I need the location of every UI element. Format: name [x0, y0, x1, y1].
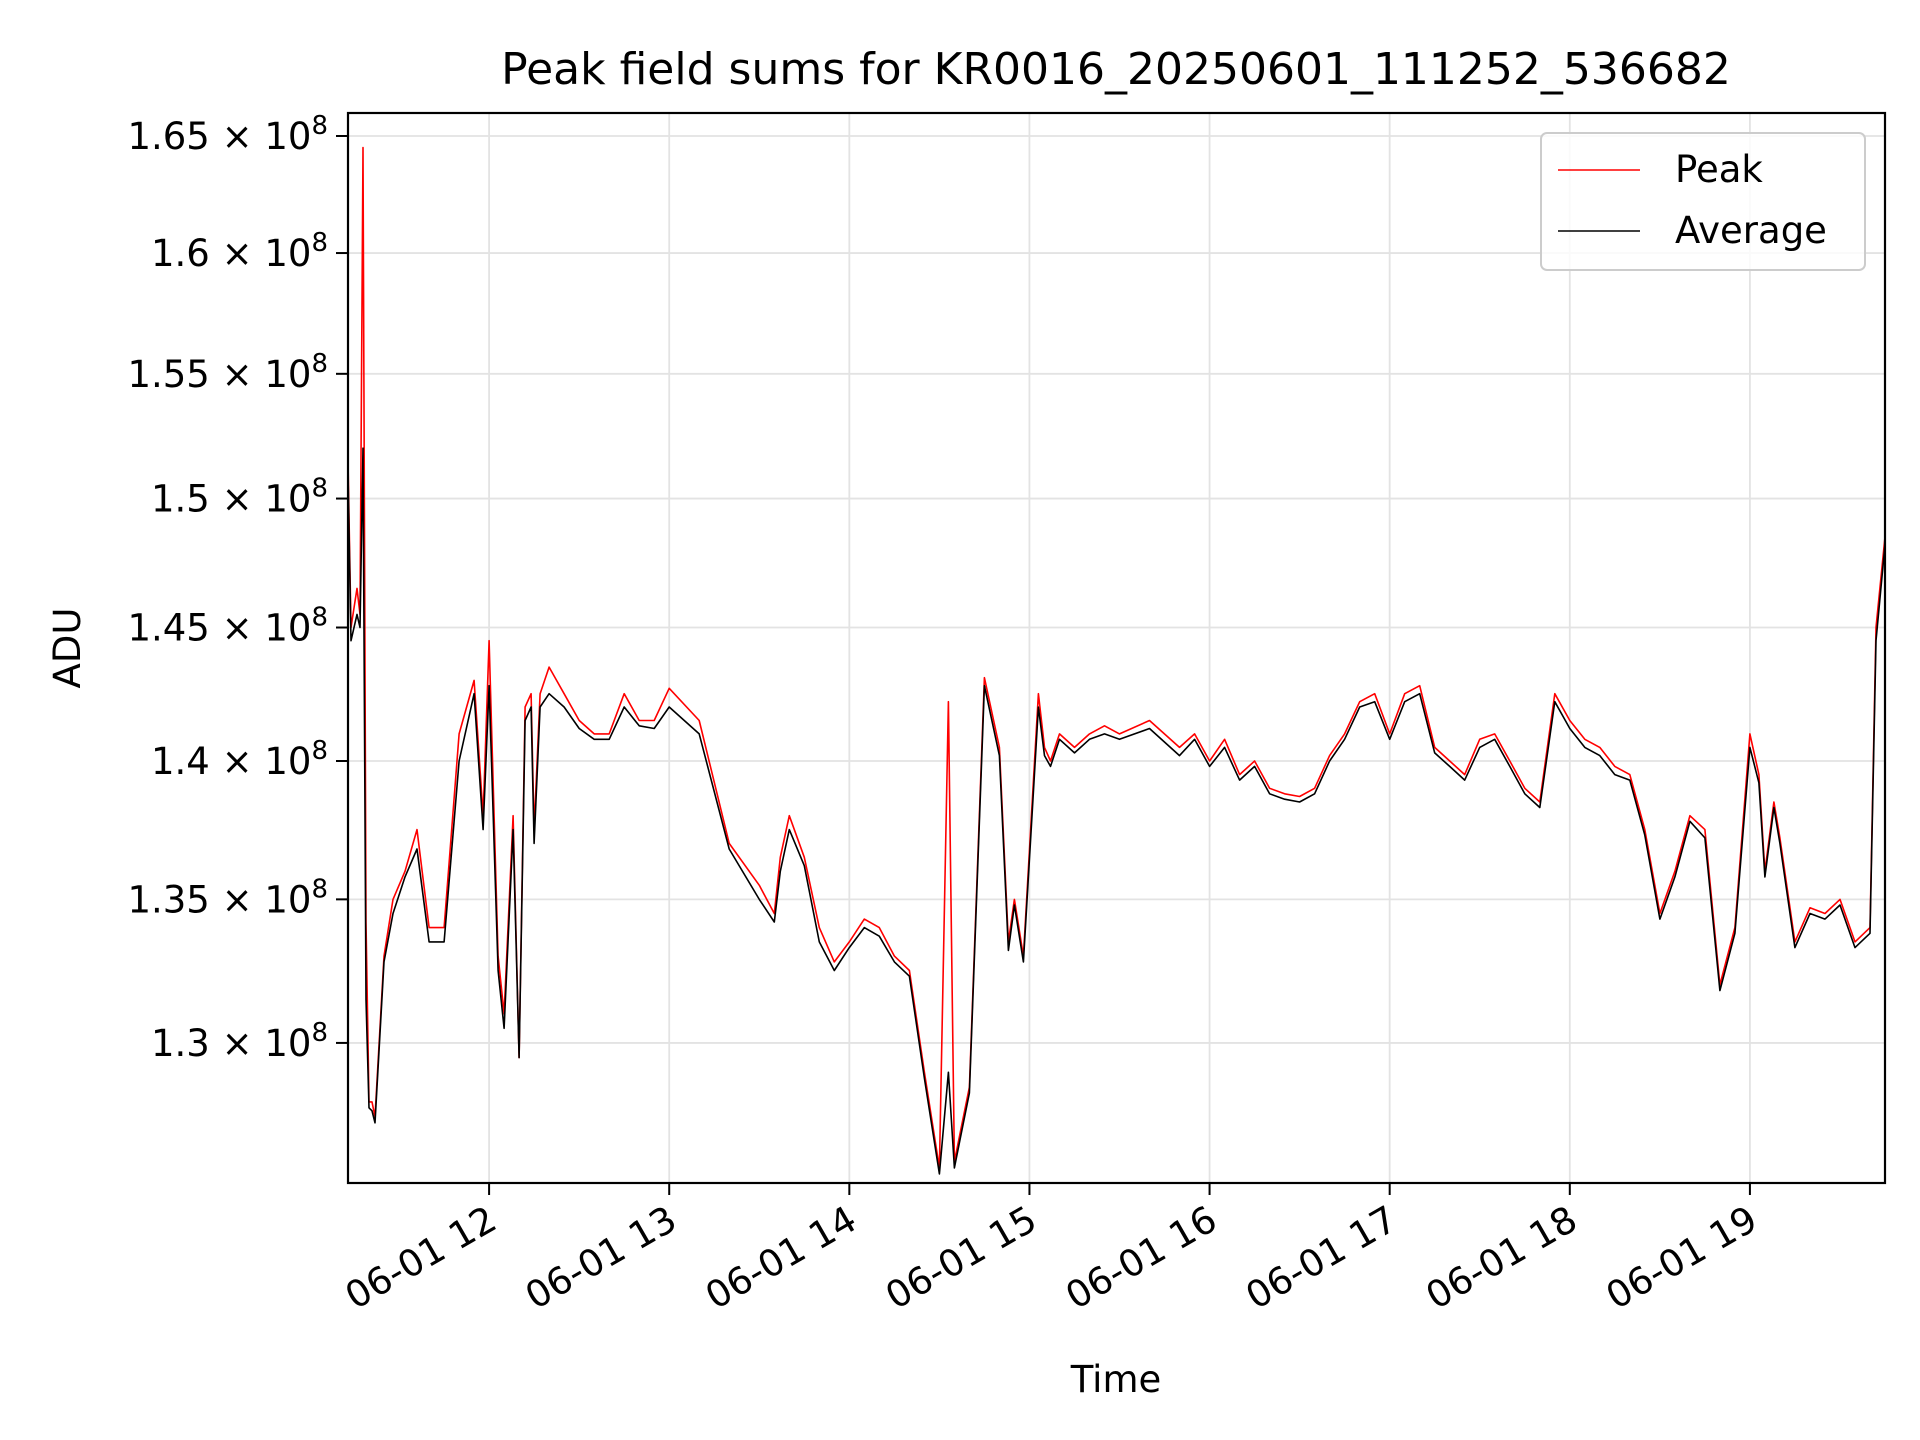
legend: Peak Average: [1540, 132, 1866, 271]
y-tick-label: 1.3 × 108: [151, 1018, 328, 1065]
y-tick-label: 1.55 × 108: [127, 349, 328, 396]
y-axis-label: ADU: [46, 608, 89, 689]
y-axis: 1.3 × 108 1.35 × 108 1.4 × 108 1.45 × 108 1.…: [127, 111, 348, 1065]
grid: [348, 113, 1885, 1183]
plot-frame: [346, 111, 1887, 1185]
series-layer: [348, 146, 1885, 1175]
y-tick-label: 1.35 × 108: [127, 874, 328, 921]
y-tick-label: 1.6 × 108: [151, 228, 328, 275]
legend-peak-label: Peak: [1675, 148, 1763, 191]
average-series-line: [348, 447, 1885, 1175]
legend-average-label: Average: [1675, 209, 1827, 252]
y-tick-label: 1.5 × 108: [151, 474, 328, 521]
chart-title: Peak field sums for KR0016_20250601_1112…: [501, 44, 1731, 95]
y-tick-label: 1.4 × 108: [151, 736, 328, 783]
y-tick-label: 1.65 × 108: [127, 111, 328, 158]
x-axis-label: Time: [1070, 1358, 1162, 1401]
y-tick-label: 1.45 × 108: [127, 603, 328, 650]
legend-box: [1540, 132, 1866, 271]
